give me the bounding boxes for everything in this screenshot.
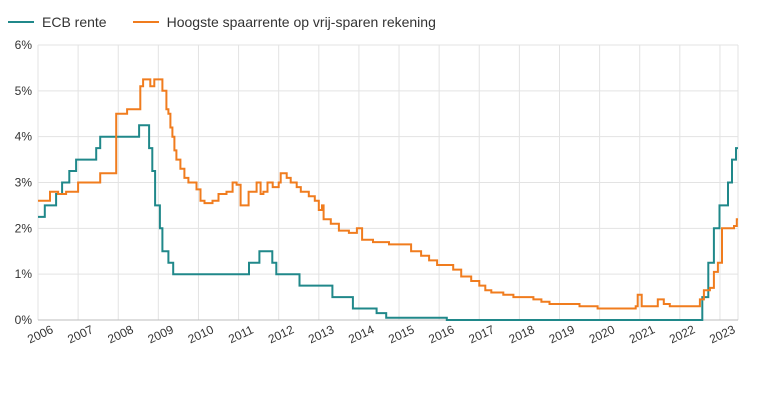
x-tick-label: 2009 — [146, 322, 176, 346]
y-tick-label: 2% — [15, 221, 33, 235]
x-tick-label: 2014 — [346, 322, 376, 346]
y-tick-label: 5% — [15, 84, 33, 98]
y-tick-label: 1% — [15, 267, 33, 281]
y-tick-label: 6% — [15, 38, 33, 52]
x-tick-label: 2016 — [426, 322, 456, 346]
x-tick-label: 2015 — [386, 322, 416, 346]
x-tick-label: 2017 — [467, 322, 497, 346]
series-line-ecb-rente — [38, 124, 738, 321]
legend: ECB rente Hoogste spaarrente op vrij-spa… — [8, 14, 462, 30]
y-tick-label: 0% — [15, 313, 33, 327]
x-tick-label: 2011 — [226, 322, 256, 346]
legend-item-spaarrente[interactable]: Hoogste spaarrente op vrij-sparen rekeni… — [132, 14, 436, 30]
x-tick-label: 2021 — [627, 322, 657, 346]
y-tick-label: 3% — [15, 176, 33, 190]
legend-swatch-spaarrente — [132, 21, 159, 23]
legend-label-ecb-rente: ECB rente — [42, 14, 107, 30]
legend-swatch-ecb-rente — [8, 21, 34, 23]
legend-label-spaarrente: Hoogste spaarrente op vrij-sparen rekeni… — [166, 14, 436, 30]
x-tick-label: 2023 — [707, 322, 737, 346]
x-tick-label: 2010 — [186, 322, 216, 346]
x-tick-label: 2013 — [306, 322, 336, 346]
x-tick-label: 2008 — [105, 322, 135, 346]
x-tick-label: 2022 — [667, 322, 697, 346]
legend-item-ecb-rente[interactable]: ECB rente — [8, 14, 107, 30]
x-tick-label: 2018 — [507, 322, 537, 346]
x-tick-label: 2019 — [547, 322, 577, 346]
x-tick-label: 2020 — [587, 322, 617, 346]
y-tick-label: 4% — [15, 130, 33, 144]
x-tick-label: 2012 — [266, 322, 296, 346]
series-line-spaarrente — [38, 78, 738, 310]
x-tick-label: 2007 — [65, 322, 95, 346]
